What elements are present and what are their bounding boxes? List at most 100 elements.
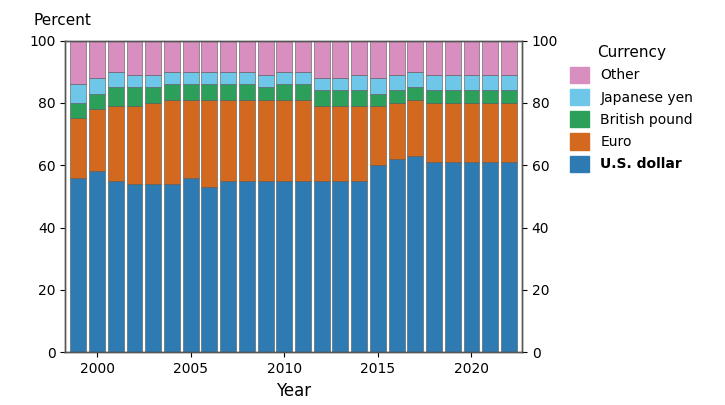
Bar xyxy=(239,40,254,72)
Bar xyxy=(426,40,442,75)
Bar xyxy=(295,84,311,100)
Bar xyxy=(333,78,349,90)
Bar xyxy=(426,103,442,162)
Bar xyxy=(295,181,311,352)
Bar xyxy=(145,75,161,87)
Bar xyxy=(295,72,311,84)
Bar xyxy=(370,106,386,165)
Bar xyxy=(276,40,292,72)
Text: Percent: Percent xyxy=(33,13,91,28)
Bar xyxy=(70,118,86,178)
Bar xyxy=(351,90,367,106)
Bar xyxy=(127,75,143,87)
Bar xyxy=(202,84,218,100)
Bar xyxy=(183,40,199,72)
Bar xyxy=(444,90,460,103)
Bar xyxy=(482,75,498,90)
Bar xyxy=(370,78,386,94)
Bar xyxy=(70,40,86,84)
Bar xyxy=(183,72,199,84)
Bar xyxy=(202,187,218,352)
Bar xyxy=(333,106,349,181)
Bar xyxy=(202,72,218,84)
Bar xyxy=(501,40,517,75)
Bar xyxy=(501,103,517,162)
Bar xyxy=(89,78,105,94)
Bar xyxy=(164,72,180,84)
Bar xyxy=(257,181,273,352)
Bar xyxy=(351,181,367,352)
Bar xyxy=(220,72,236,84)
Bar xyxy=(314,40,330,78)
Bar xyxy=(333,40,349,78)
Legend: Other, Japanese yen, British pound, Euro, U.S. dollar: Other, Japanese yen, British pound, Euro… xyxy=(566,41,697,176)
Bar xyxy=(127,106,143,184)
Bar xyxy=(164,100,180,184)
Bar xyxy=(407,40,423,72)
Bar xyxy=(70,178,86,352)
Bar xyxy=(501,162,517,352)
Bar xyxy=(482,162,498,352)
Bar xyxy=(220,40,236,72)
Bar xyxy=(239,181,254,352)
Bar xyxy=(127,184,143,352)
Bar xyxy=(276,72,292,84)
Bar xyxy=(164,184,180,352)
Bar xyxy=(276,100,292,181)
Bar xyxy=(183,178,199,352)
Bar xyxy=(314,106,330,181)
Bar xyxy=(183,84,199,100)
Bar xyxy=(145,103,161,184)
Bar xyxy=(444,75,460,90)
Bar xyxy=(370,40,386,78)
Bar xyxy=(351,75,367,90)
Bar xyxy=(314,181,330,352)
Bar xyxy=(239,100,254,181)
Bar xyxy=(89,171,105,352)
Bar xyxy=(463,40,479,75)
Bar xyxy=(202,40,218,72)
Bar xyxy=(108,106,124,181)
Bar xyxy=(501,90,517,103)
Bar xyxy=(444,162,460,352)
Bar xyxy=(314,90,330,106)
Bar xyxy=(239,72,254,84)
Bar xyxy=(127,40,143,75)
Bar xyxy=(482,40,498,75)
Bar xyxy=(482,90,498,103)
Bar xyxy=(108,72,124,87)
Bar xyxy=(70,103,86,118)
Bar xyxy=(127,87,143,106)
Bar xyxy=(333,181,349,352)
Bar xyxy=(145,40,161,75)
Bar xyxy=(108,40,124,72)
Bar xyxy=(444,40,460,75)
Bar xyxy=(389,90,405,103)
Bar xyxy=(220,84,236,100)
Bar xyxy=(351,106,367,181)
Bar xyxy=(426,75,442,90)
Bar xyxy=(276,181,292,352)
Bar xyxy=(370,165,386,352)
Bar xyxy=(108,181,124,352)
Bar xyxy=(220,100,236,181)
Bar xyxy=(407,100,423,156)
Bar xyxy=(183,100,199,178)
Bar xyxy=(389,159,405,352)
Bar xyxy=(108,87,124,106)
Bar xyxy=(389,75,405,90)
Bar xyxy=(426,90,442,103)
Bar xyxy=(389,40,405,75)
Bar xyxy=(257,75,273,87)
Bar xyxy=(164,40,180,72)
Bar xyxy=(501,75,517,90)
Bar xyxy=(295,40,311,72)
Bar xyxy=(257,100,273,181)
Bar xyxy=(370,94,386,106)
Bar xyxy=(257,40,273,75)
Bar xyxy=(220,181,236,352)
Bar xyxy=(89,40,105,78)
Bar xyxy=(89,94,105,109)
Bar xyxy=(145,184,161,352)
Bar xyxy=(407,87,423,100)
